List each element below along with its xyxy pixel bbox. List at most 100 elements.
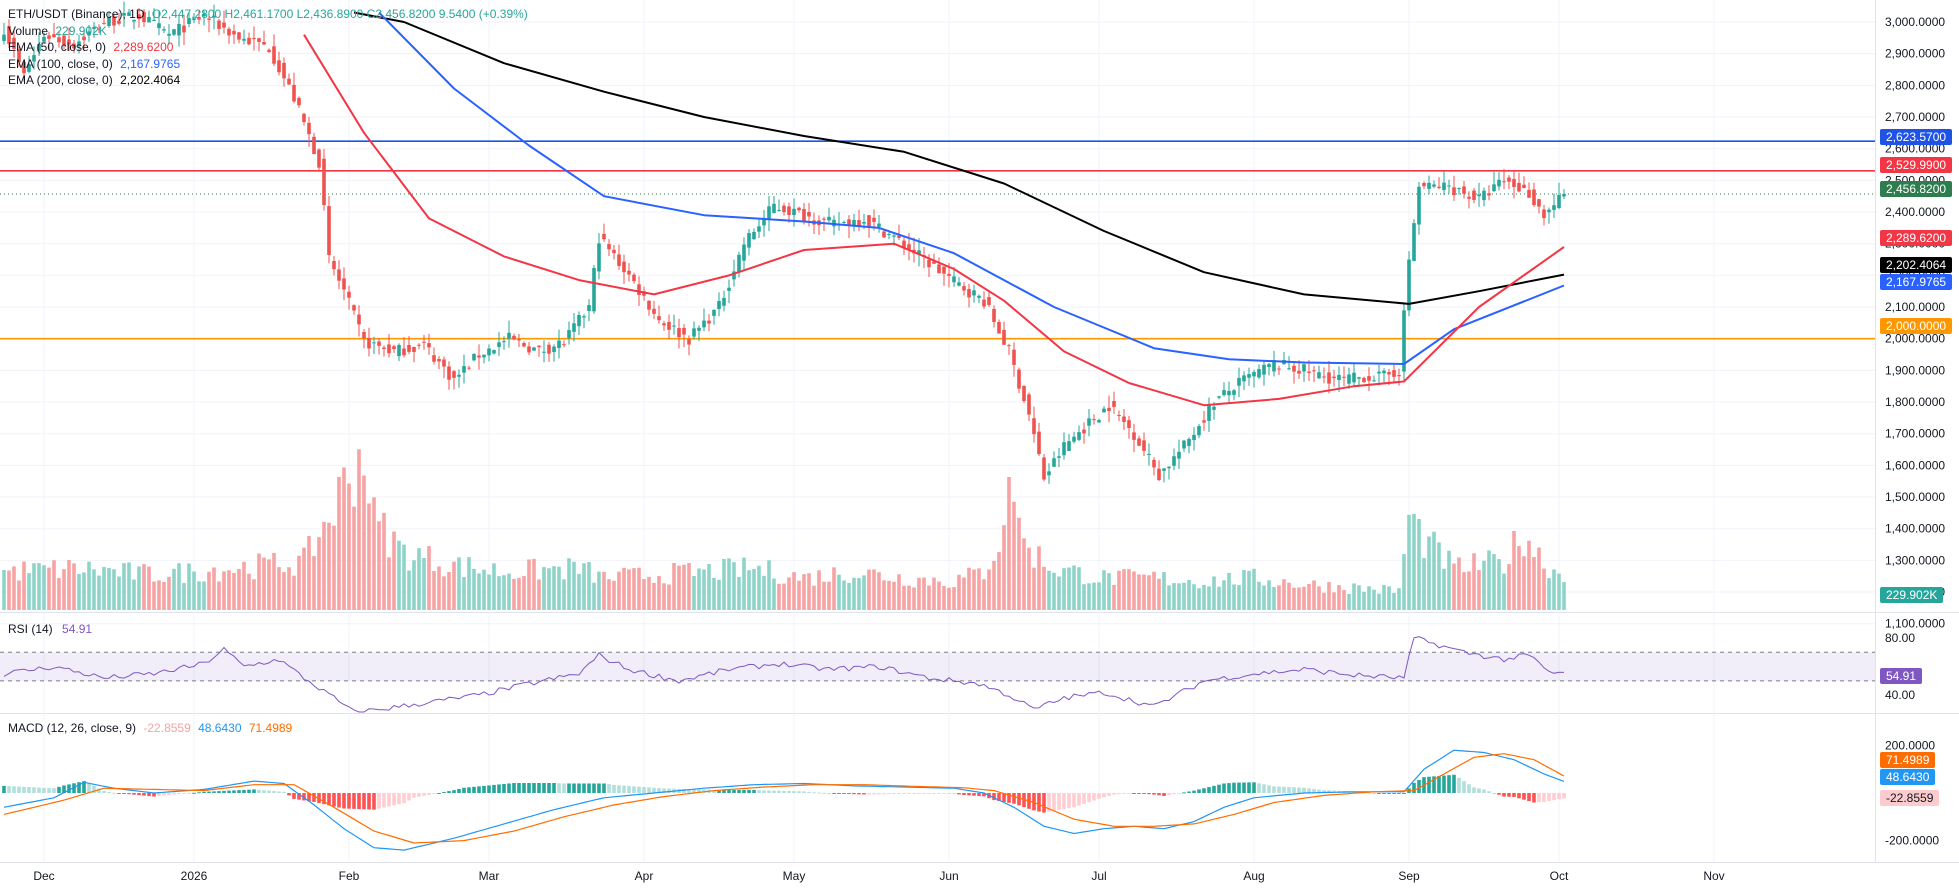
candle-body: [1172, 456, 1176, 466]
candle-body: [1547, 209, 1551, 213]
volume-bar: [267, 559, 271, 610]
macd-histogram-bar: [1382, 793, 1386, 794]
candle-body: [37, 43, 41, 52]
red-line-price-badge: 2,529.9900: [1880, 157, 1953, 173]
volume-bar: [217, 581, 221, 610]
ema100-label: EMA (100, close, 0): [8, 56, 113, 71]
macd-histogram-bar: [1227, 783, 1231, 793]
volume-bar: [77, 573, 81, 610]
candle-body: [717, 300, 721, 310]
ema50-line: [303, 34, 1565, 407]
macd-histogram-bar: [102, 791, 106, 793]
candle-body: [427, 343, 431, 348]
macd-histogram-bar: [1437, 775, 1441, 793]
ema200-legend-row[interactable]: EMA (200, close, 0) 2,202.4064: [8, 72, 528, 89]
macd-histogram-bar: [927, 793, 931, 794]
macd-legend[interactable]: MACD (12, 26, close, 9) -22.8559 48.6430…: [8, 721, 292, 735]
candle-body: [7, 26, 11, 44]
volume-bar: [212, 567, 216, 610]
candle-body: [1142, 440, 1146, 451]
candle-body: [392, 346, 396, 350]
volume-bar: [817, 570, 821, 610]
rsi-tick-label: 40.00: [1885, 688, 1915, 702]
volume-bar: [42, 565, 46, 610]
macd-histogram-bar: [1277, 786, 1281, 793]
macd-histogram-bar: [1457, 777, 1461, 793]
macd-histogram-bar: [157, 793, 161, 797]
volume-bar: [832, 567, 836, 610]
ema200-line: [353, 11, 1565, 305]
ema50-legend-row[interactable]: EMA (50, close, 0) 2,289.6200: [8, 39, 528, 56]
volume-bar: [1007, 476, 1011, 610]
volume-bar: [567, 558, 571, 610]
candle-body: [207, 18, 211, 20]
candle-body: [1132, 432, 1136, 440]
volume-bar: [917, 577, 921, 610]
macd-histogram-bar: [557, 783, 561, 793]
macd-histogram-bar: [1232, 782, 1236, 793]
candle-body: [52, 34, 56, 38]
candle-body: [292, 84, 296, 102]
candle-body: [1062, 442, 1066, 456]
candle-body: [682, 327, 686, 335]
macd-histogram-bar: [1462, 781, 1466, 793]
volume-bar: [487, 574, 491, 610]
volume-legend-row[interactable]: Volume 229.902K: [8, 23, 528, 40]
macd-histogram-bar: [1062, 793, 1066, 810]
rsi-legend[interactable]: RSI (14) 54.91: [8, 622, 92, 636]
candle-body: [882, 231, 886, 238]
candle-body: [1367, 376, 1371, 381]
volume-bar: [262, 557, 266, 610]
macd-histogram-bar: [772, 790, 776, 793]
volume-bar: [372, 497, 376, 610]
macd-histogram-bar: [1322, 790, 1326, 793]
macd-histogram-bar: [627, 785, 631, 793]
macd-histogram-bar: [1152, 793, 1156, 795]
candle-body: [1417, 186, 1421, 225]
volume-bar: [672, 563, 676, 610]
price-tick-label: 1,100.0000: [1885, 617, 1945, 631]
macd-histogram-bar: [527, 783, 531, 793]
ema100-legend-row[interactable]: EMA (100, close, 0) 2,167.9765: [8, 56, 528, 73]
volume-bar: [1312, 580, 1316, 610]
price-tick-label: 1,900.0000: [1885, 363, 1945, 377]
symbol-legend: ETH/USDT (Binance), 1D O2,447.2800 H2,46…: [8, 6, 528, 89]
volume-bar: [532, 558, 536, 610]
candle-body: [1067, 441, 1071, 451]
macd-histogram-bar: [1252, 782, 1256, 793]
macd-histogram-bar: [1007, 793, 1011, 803]
candle-body: [267, 49, 271, 52]
volume-bar: [1042, 566, 1046, 610]
candle-body: [842, 221, 846, 223]
candle-body: [657, 316, 661, 321]
symbol-title[interactable]: ETH/USDT (Binance), 1D: [8, 7, 145, 21]
macd-histogram-bar: [942, 793, 946, 794]
candle-body: [1277, 368, 1281, 370]
candle-body: [722, 297, 726, 306]
volume-bar: [912, 587, 916, 610]
volume-bar: [457, 557, 461, 610]
macd-histogram-bar: [162, 793, 166, 796]
candle-body: [1032, 418, 1036, 435]
candle-body: [742, 244, 746, 261]
volume-bar: [837, 574, 841, 610]
candle-body: [1187, 438, 1191, 447]
candle-body: [137, 14, 141, 20]
volume-bar: [717, 579, 721, 610]
macd-histogram-bar: [1552, 793, 1556, 801]
volume-bar: [117, 576, 121, 610]
macd-histogram-bar: [82, 781, 86, 793]
volume-bar: [357, 449, 361, 610]
price-tick-label: 2,900.0000: [1885, 47, 1945, 61]
candle-body: [347, 291, 351, 298]
candle-body: [902, 240, 906, 248]
volume-bar: [12, 566, 16, 610]
macd-histogram-bar: [1517, 793, 1521, 799]
candle-body: [377, 341, 381, 346]
candle-body: [1357, 377, 1361, 379]
candle-body: [867, 215, 871, 227]
time-tick-label: Oct: [1550, 869, 1569, 883]
candle-body: [307, 122, 311, 135]
